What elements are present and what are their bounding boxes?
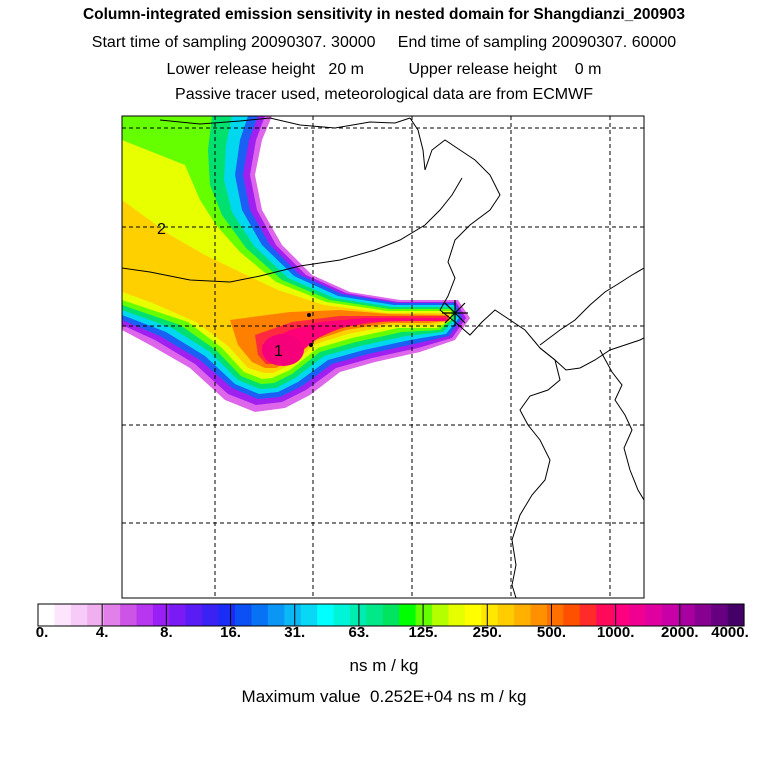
colorbar-tick-label: 31. <box>284 624 306 641</box>
map-frame <box>121 115 645 599</box>
colorbar-segment <box>678 604 696 626</box>
colorbar-tick-label: 63. <box>348 624 370 641</box>
sampling-time-line: Start time of sampling 20090307. 30000 E… <box>91 34 677 51</box>
colorbar-segment <box>38 604 56 626</box>
colorbar-tick-label: 1000. <box>596 624 635 641</box>
colorbar-segment <box>136 604 154 626</box>
colorbar-segment <box>70 604 88 626</box>
colorbar-segment <box>317 604 335 626</box>
colorbar-segment <box>596 604 614 626</box>
colorbar-units: ns m / kg <box>349 656 419 675</box>
colorbar-segment <box>612 604 630 626</box>
colorbar-tick-label: 125. <box>408 624 438 641</box>
colorbar-segment <box>415 604 433 626</box>
graticule-lines <box>122 116 644 598</box>
colorbar-tick-label: 4000. <box>711 624 749 641</box>
colorbar-segment <box>546 604 564 626</box>
colorbar-segment <box>563 604 581 626</box>
colorbar-segment <box>399 604 417 626</box>
colorbar <box>37 603 745 627</box>
colorbar-segment <box>645 604 663 626</box>
cluster-label-1: 1 <box>274 343 283 360</box>
station-dot <box>307 313 311 317</box>
colorbar-tick-label: 4. <box>95 624 109 641</box>
colorbar-segment <box>185 604 203 626</box>
colorbar-segment <box>711 604 729 626</box>
colorbar-segment <box>333 604 351 626</box>
cluster-label-2: 2 <box>157 221 166 238</box>
map-title: Column-integrated emission sensitivity i… <box>82 6 686 23</box>
colorbar-segment <box>54 604 72 626</box>
colorbar-segment <box>218 604 236 626</box>
colorbar-segment <box>267 604 285 626</box>
colorbar-tick-label: 16. <box>220 624 241 641</box>
station-dot <box>309 343 313 347</box>
colorbar-segment <box>530 604 548 626</box>
colorbar-segment <box>202 604 220 626</box>
colorbar-segment <box>481 604 499 626</box>
colorbar-tick-label: 8. <box>160 624 173 641</box>
colorbar-segment <box>432 604 450 626</box>
colorbar-segment <box>497 604 515 626</box>
colorbar-segment <box>300 604 318 626</box>
colorbar-tick-label: 2000. <box>661 624 699 641</box>
colorbar-segment <box>579 604 597 626</box>
colorbar-segment <box>120 604 138 626</box>
sensitivity-field <box>122 116 470 412</box>
colorbar-segment <box>514 604 532 626</box>
colorbar-segment <box>235 604 253 626</box>
colorbar-tick-label: 0. <box>35 624 49 641</box>
colorbar-frame <box>37 603 745 627</box>
colorbar-tick-label: 500. <box>536 624 567 641</box>
colorbar-segment <box>103 604 121 626</box>
colorbar-tick-label: 250. <box>472 624 502 641</box>
colorbar-segment <box>464 604 482 626</box>
asterisk-icon <box>442 300 468 326</box>
colorbar-segment <box>694 604 712 626</box>
colorbar-segment <box>284 604 302 626</box>
maximum-value-label: Maximum value 0.252E+04 ns m / kg <box>241 687 527 706</box>
colorbar-segment <box>152 604 170 626</box>
colorbar-segment <box>382 604 400 626</box>
colorbar-segment <box>251 604 269 626</box>
colorbar-segment <box>727 604 745 626</box>
coastline-lines <box>122 117 644 598</box>
release-height-line: Lower release height 20 m Upper release … <box>166 61 602 78</box>
colorbar-segment <box>448 604 466 626</box>
colorbar-segment <box>87 604 105 626</box>
colorbar-segment <box>366 604 384 626</box>
colorbar-segment <box>169 604 187 626</box>
tracer-info-line: Passive tracer used, meteorological data… <box>175 86 593 103</box>
colorbar-segment <box>629 604 647 626</box>
colorbar-segment <box>661 604 679 626</box>
